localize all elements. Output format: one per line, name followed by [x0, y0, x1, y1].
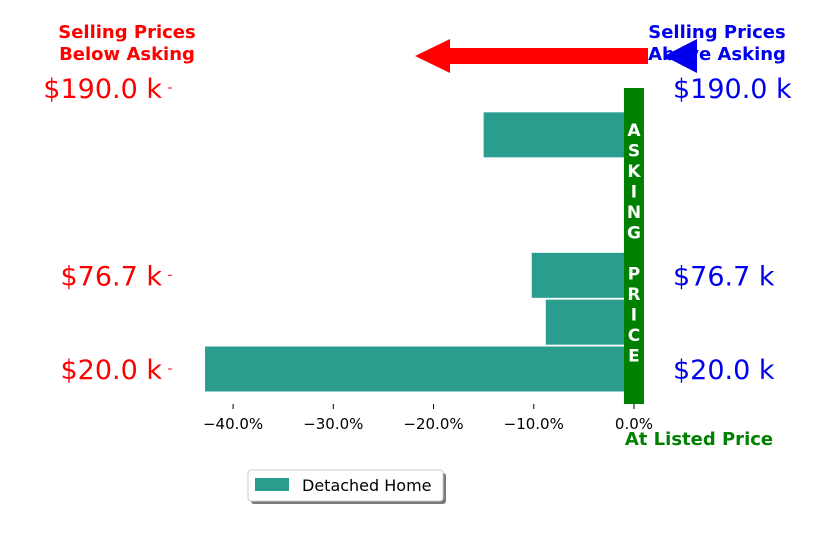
- x-tick-label: −20.0%: [403, 415, 463, 433]
- bar-1617k: [483, 112, 634, 158]
- x-tick-label: 0.0%: [615, 415, 653, 433]
- bar-483k: [545, 299, 634, 345]
- legend-swatch: [255, 478, 289, 491]
- bars-group: [205, 112, 634, 392]
- asking-letter: S: [628, 142, 640, 162]
- below-asking-arrow: [415, 39, 648, 73]
- x-tick-label: −40.0%: [203, 415, 263, 433]
- at-listed-price-label: At Listed Price: [625, 429, 773, 450]
- price-label-right: $190.0 k: [673, 74, 792, 105]
- header-right-line1: Selling Prices: [648, 22, 785, 43]
- price-label-left: $76.7 k: [60, 261, 162, 292]
- asking-letter: I: [631, 306, 637, 326]
- price-label-right: $76.7 k: [673, 261, 775, 292]
- legend: Detached Home: [247, 469, 446, 504]
- x-tick-label: −30.0%: [303, 415, 363, 433]
- x-tick-label: −10.0%: [504, 415, 564, 433]
- asking-letter: I: [631, 183, 637, 203]
- asking-letter: P: [628, 265, 640, 285]
- asking-price-band: [623, 88, 644, 404]
- bar-200k: [205, 346, 634, 392]
- header-left-line1: Selling Prices: [58, 22, 195, 43]
- above-asking-arrow: [664, 39, 697, 73]
- price-tick-labels: $20.0 k $20.0 k $76.7 k $76.7 k $190.0 k $190…: [43, 74, 792, 386]
- asking-letter: A: [627, 121, 641, 141]
- price-label-right: $20.0 k: [673, 355, 775, 386]
- header-left-line2: Below Asking: [59, 44, 195, 65]
- asking-letter: R: [627, 285, 640, 305]
- asking-letter: C: [628, 326, 640, 346]
- bar-767k: [531, 252, 634, 298]
- asking-letter: G: [627, 224, 641, 244]
- asking-letter: E: [628, 347, 640, 367]
- price-label-left: $190.0 k: [43, 74, 162, 105]
- asking-letter: N: [627, 203, 641, 223]
- asking-letter: K: [627, 162, 641, 182]
- x-axis: −40.0% −30.0% −20.0% −10.0% 0.0%: [203, 404, 653, 433]
- legend-label: Detached Home: [302, 476, 432, 495]
- price-label-left: $20.0 k: [60, 355, 162, 386]
